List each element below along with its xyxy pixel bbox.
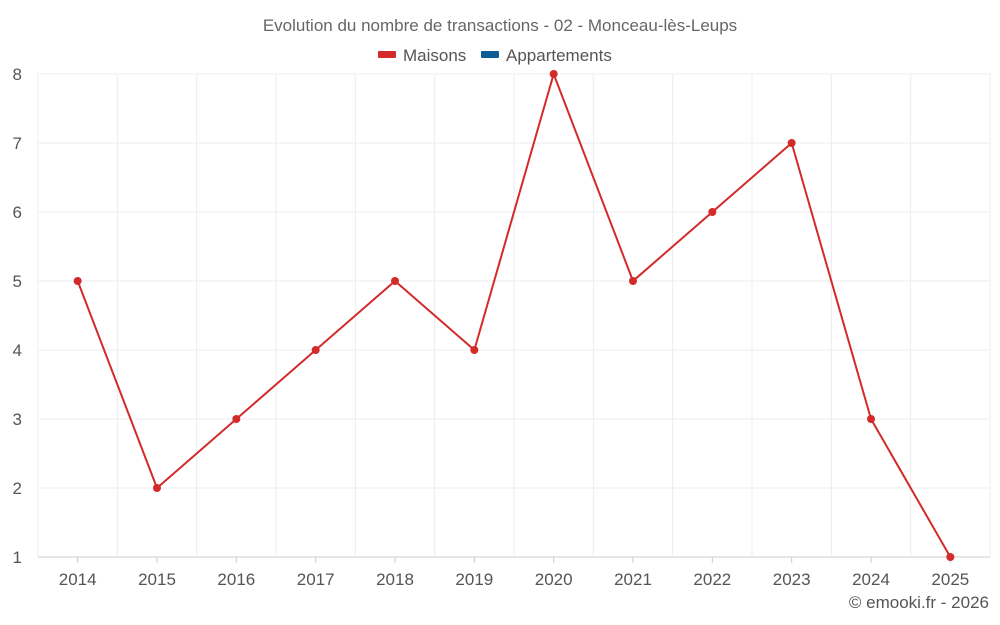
data-point[interactable] <box>73 277 82 285</box>
copyright-text: © emooki.fr - 2026 <box>848 593 989 612</box>
y-tick-label: 6 <box>13 203 22 222</box>
x-tick-label: 2025 <box>931 570 969 589</box>
y-tick-label: 4 <box>13 341 22 360</box>
x-tick-label: 2014 <box>59 570 97 589</box>
y-tick-label: 2 <box>13 479 22 498</box>
x-tick-label: 2024 <box>852 570 890 589</box>
series-line <box>76 73 952 558</box>
data-point[interactable] <box>708 208 717 216</box>
data-point[interactable] <box>470 346 479 354</box>
x-tick-label: 2018 <box>376 570 414 589</box>
y-tick-label: 8 <box>13 65 22 84</box>
y-axis-tick-labels: 1 2 3 4 5 6 7 8 <box>13 65 22 567</box>
data-point[interactable] <box>867 415 875 423</box>
x-tick-label: 2016 <box>217 570 255 589</box>
data-point[interactable] <box>946 553 955 561</box>
data-point[interactable] <box>787 139 796 147</box>
x-tick-label: 2015 <box>138 570 176 589</box>
x-tick-label: 2021 <box>614 570 652 589</box>
data-point[interactable] <box>629 277 637 285</box>
legend-label-maisons: Maisons <box>403 46 466 65</box>
x-tick-label: 2019 <box>455 570 493 589</box>
y-tick-label: 3 <box>13 410 22 429</box>
chart-title: Evolution du nombre de transactions - 02… <box>263 16 737 35</box>
legend-swatch-appartements <box>481 51 499 58</box>
grid-lines <box>37 73 991 563</box>
y-tick-label: 7 <box>13 134 22 153</box>
data-point[interactable] <box>311 346 320 354</box>
legend-label-appartements: Appartements <box>506 46 612 65</box>
x-tick-label: 2020 <box>535 570 573 589</box>
x-tick-label: 2023 <box>773 570 811 589</box>
x-tick-label: 2017 <box>297 570 335 589</box>
data-point[interactable] <box>232 415 241 423</box>
legend-swatch-maisons <box>378 51 396 58</box>
data-point[interactable] <box>549 70 558 78</box>
data-point[interactable] <box>153 484 161 492</box>
y-tick-label: 5 <box>13 272 22 291</box>
chart-legend[interactable]: Maisons Appartements <box>378 46 612 65</box>
x-axis-tick-labels: 2014 2015 2016 2017 2018 2019 2020 2021 2022 2023… <box>59 570 969 589</box>
y-tick-label: 1 <box>13 548 22 567</box>
series-maisons <box>73 70 955 561</box>
x-tick-label: 2022 <box>693 570 731 589</box>
data-point[interactable] <box>391 277 399 285</box>
